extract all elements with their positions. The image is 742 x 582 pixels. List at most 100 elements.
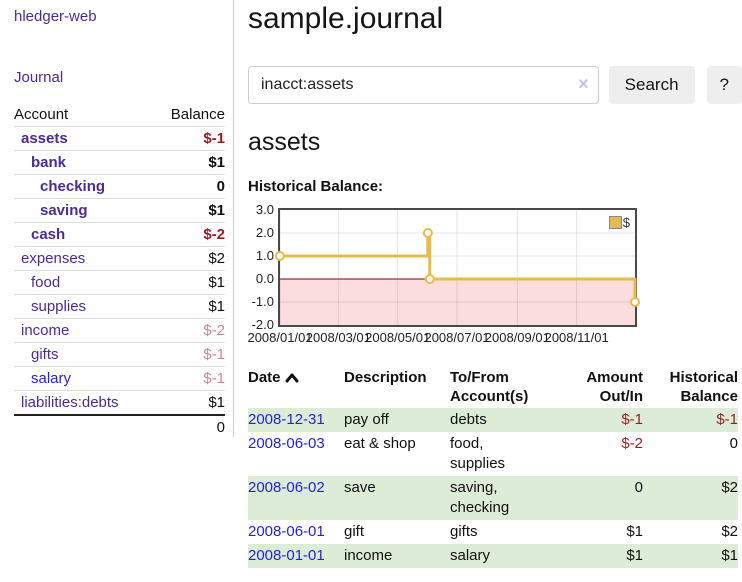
register-row: 2008-06-01 gift gifts $1 $2	[248, 520, 738, 544]
search-help-button[interactable]: ?	[706, 66, 742, 104]
transaction-accounts: food, supplies	[450, 435, 506, 472]
y-axis-tick-label: 3.0	[255, 202, 274, 217]
transaction-balance: $2	[721, 479, 738, 496]
header-line: Out/In	[599, 388, 643, 405]
account-row: food $1	[14, 270, 225, 295]
main-content: sample.journal × Search ? assets Histori…	[247, 0, 742, 568]
transaction-date-link[interactable]: 2008-06-02	[248, 479, 325, 496]
account-row: saving $1	[14, 198, 225, 223]
register-header-historical: Historical Balance	[643, 366, 738, 408]
header-line: Historical	[669, 369, 738, 386]
transaction-accounts: debts	[450, 411, 487, 428]
account-link-salary[interactable]: salary	[31, 370, 72, 387]
sort-ascending-icon	[285, 369, 299, 388]
header-line: Balance	[680, 388, 738, 405]
accounts-header-balance: Balance	[170, 106, 225, 123]
account-balance: $1	[152, 198, 225, 223]
account-heading: assets	[248, 128, 321, 156]
transaction-description: save	[344, 479, 376, 496]
transaction-accounts: saving, checking	[450, 479, 510, 516]
accounts-table: Account Balance assets $-1 bank $1 check…	[14, 103, 225, 439]
search-form: × Search ?	[248, 66, 742, 104]
account-balance: $-1	[152, 342, 225, 367]
search-button[interactable]: Search	[608, 66, 695, 104]
transaction-balance: $1	[721, 547, 738, 564]
transaction-balance: $2	[721, 523, 738, 540]
register-header-date[interactable]: Date	[248, 366, 344, 408]
search-box: ×	[248, 66, 599, 104]
account-link-assets[interactable]: assets	[21, 130, 68, 147]
app-title-link[interactable]: hledger-web	[14, 8, 97, 25]
historical-balance-chart: $ 3.0 2.0 1.0 0.0 -1.0 -2.0 2008/01/01 2008/03/…	[247, 201, 742, 347]
y-axis-tick-label: -2.0	[251, 317, 274, 332]
account-balance: $1	[152, 150, 225, 175]
sidebar: hledger-web Journal Account Balance asse…	[0, 0, 233, 439]
transaction-accounts: salary	[450, 547, 491, 564]
account-balance: $1	[152, 390, 225, 415]
account-link-checking[interactable]: checking	[40, 178, 106, 195]
x-axis-tick-label: 2008/05/01	[365, 330, 431, 345]
account-link-bank[interactable]: bank	[31, 154, 67, 171]
transaction-description: pay off	[344, 411, 389, 428]
account-link-saving[interactable]: saving	[40, 202, 88, 219]
chart-plot: $	[275, 208, 640, 327]
transaction-balance: 0	[729, 435, 738, 452]
register-table: Date Description To/From Account(s) Amou…	[248, 366, 738, 568]
sidebar-item-journal[interactable]: Journal	[14, 69, 64, 86]
account-row: gifts $-1	[14, 342, 225, 367]
account-row: cash $-2	[14, 222, 225, 247]
transaction-balance: $-1	[716, 411, 738, 428]
transaction-amount: $1	[626, 523, 643, 540]
transaction-date-link[interactable]: 2008-12-31	[248, 411, 325, 428]
chart-canvas	[275, 210, 640, 325]
x-axis-tick-label: 2008/01/01	[247, 330, 313, 345]
account-link-liabilities-debts[interactable]: liabilities:debts	[21, 394, 119, 411]
register-row: 2008-01-01 income salary $1 $1	[248, 544, 738, 568]
account-row: liabilities:debts $1	[14, 390, 225, 415]
chart-legend: $	[608, 215, 630, 230]
legend-swatch	[608, 216, 622, 229]
accounts-total-value: 0	[152, 414, 225, 439]
account-balance: $1	[152, 294, 225, 319]
account-link-expenses[interactable]: expenses	[21, 250, 86, 267]
register-header-accounts: To/From Account(s)	[450, 366, 550, 408]
sidebar-divider	[233, 0, 234, 437]
transaction-date-link[interactable]: 2008-06-03	[248, 435, 325, 452]
accounts-table-header: Account Balance	[14, 103, 225, 127]
transaction-description: eat & shop	[344, 435, 416, 452]
account-balance: $2	[152, 246, 225, 271]
account-link-gifts[interactable]: gifts	[31, 346, 59, 363]
register-row: 2008-12-31 pay off debts $-1 $-1	[248, 408, 738, 432]
header-line: To/From	[450, 369, 509, 386]
x-axis-tick-label: 2008/09/01	[484, 330, 550, 345]
account-row: supplies $1	[14, 294, 225, 319]
account-row: income $-2	[14, 318, 225, 343]
clear-search-icon[interactable]: ×	[578, 74, 589, 94]
date-header-label: Date	[248, 369, 281, 386]
account-balance: $-1	[152, 366, 225, 391]
account-link-supplies[interactable]: supplies	[31, 298, 87, 315]
transaction-accounts: gifts	[450, 523, 478, 540]
transaction-amount: $-1	[621, 411, 643, 428]
register-row: 2008-06-03 eat & shop food, supplies $-2…	[248, 432, 738, 476]
account-row: expenses $2	[14, 246, 225, 271]
x-axis-tick-label: 2008/03/01	[305, 330, 371, 345]
account-link-food[interactable]: food	[31, 274, 61, 291]
transaction-description: gift	[344, 523, 365, 540]
account-balance: $-1	[152, 126, 225, 151]
y-axis-tick-label: 1.0	[255, 248, 274, 263]
transaction-date-link[interactable]: 2008-01-01	[248, 547, 325, 564]
account-row: assets $-1	[14, 126, 225, 151]
transaction-amount: 0	[634, 479, 643, 496]
account-link-cash[interactable]: cash	[31, 226, 66, 243]
accounts-total-row: 0	[14, 414, 225, 439]
y-axis-tick-label: 0.0	[255, 271, 274, 286]
y-axis-tick-label: 2.0	[255, 225, 274, 240]
accounts-header-account: Account	[14, 106, 69, 123]
account-link-income[interactable]: income	[21, 322, 70, 339]
transaction-date-link[interactable]: 2008-06-01	[248, 523, 325, 540]
search-input[interactable]	[248, 66, 599, 104]
page-title: sample.journal	[248, 2, 444, 35]
header-line: Account(s)	[450, 388, 529, 405]
account-row: checking 0	[14, 174, 225, 199]
